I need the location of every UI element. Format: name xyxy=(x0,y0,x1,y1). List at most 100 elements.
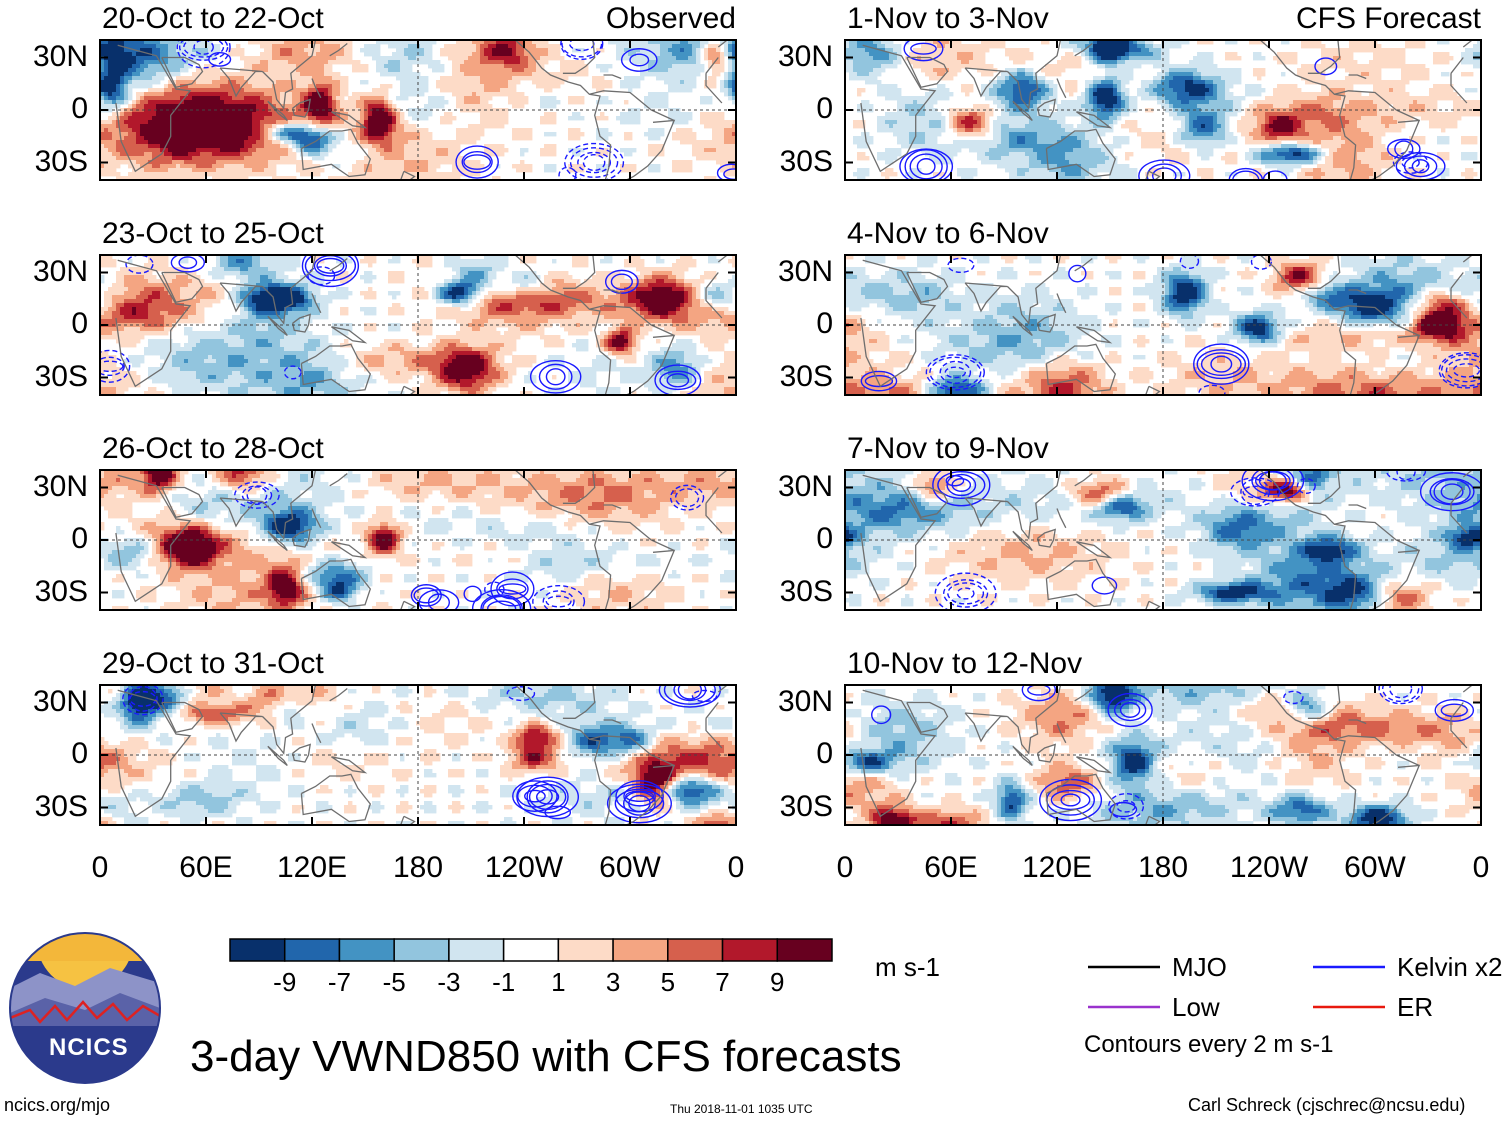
y-tick-label: 30S xyxy=(18,791,88,822)
vwnd-shading xyxy=(845,255,1481,395)
coastlines xyxy=(860,685,1473,825)
wave-contours xyxy=(932,470,1481,610)
logo-wordmark: NCICS xyxy=(49,1034,129,1062)
colorbar-swatch xyxy=(667,938,724,962)
y-tick-label: 0 xyxy=(18,94,88,124)
contour-interval-note: Contours every 2 m s-1 xyxy=(1084,1032,1333,1058)
colorbar-tick-label: -7 xyxy=(328,969,351,995)
y-tick-label: 0 xyxy=(18,524,88,554)
x-tick-label: 60W xyxy=(599,853,661,883)
panel-period-title: 29-Oct to 31-Oct xyxy=(102,649,324,679)
colorbar-tick-label: 7 xyxy=(715,969,729,995)
y-tick-label: 30N xyxy=(18,686,88,717)
legend-label: Kelvin x2 xyxy=(1397,954,1503,980)
x-tick-label: 0 xyxy=(728,853,745,883)
coastlines xyxy=(860,40,1473,180)
y-tick-label: 0 xyxy=(763,94,833,124)
x-tick-label: 120W xyxy=(1230,853,1308,883)
wave-contours xyxy=(234,481,705,610)
x-tick-label: 120W xyxy=(485,853,563,883)
colorbar-swatch xyxy=(557,938,614,962)
y-tick-label: 30S xyxy=(763,576,833,607)
coastlines xyxy=(115,685,728,825)
coastlines xyxy=(860,255,1473,395)
colorbar-swatch xyxy=(502,938,560,962)
y-tick-label: 30N xyxy=(763,41,833,72)
legend-label: MJO xyxy=(1172,954,1227,980)
coastlines xyxy=(115,255,728,395)
y-tick-label: 0 xyxy=(763,524,833,554)
coastlines xyxy=(115,470,728,610)
vwnd-shading xyxy=(100,40,736,180)
panel-period-title: 23-Oct to 25-Oct xyxy=(102,219,324,249)
y-tick-label: 30S xyxy=(763,146,833,177)
wave-contours xyxy=(871,685,1475,822)
figure-title: 3-day VWND850 with CFS forecasts xyxy=(190,1034,902,1080)
y-tick-label: 30S xyxy=(18,361,88,392)
colorbar-tick-label: 3 xyxy=(606,969,620,995)
panel xyxy=(844,254,1482,396)
y-tick-label: 0 xyxy=(18,309,88,339)
panel xyxy=(844,469,1482,611)
colorbar-tick-label: -5 xyxy=(383,969,406,995)
vwnd-shading xyxy=(845,470,1481,610)
y-tick-label: 0 xyxy=(18,739,88,769)
timestamp: Thu 2018-11-01 1035 UTC xyxy=(670,1100,813,1118)
colorbar-swatch xyxy=(721,938,779,962)
x-tick-label: 60E xyxy=(179,853,232,883)
x-tick-label: 120E xyxy=(1022,853,1092,883)
x-tick-label: 60E xyxy=(924,853,977,883)
y-tick-label: 30S xyxy=(763,361,833,392)
panel xyxy=(99,39,737,181)
panel-period-title: 10-Nov to 12-Nov xyxy=(847,649,1082,679)
y-tick-label: 30S xyxy=(763,791,833,822)
colorbar-swatch xyxy=(612,938,669,962)
x-tick-label: 120E xyxy=(277,853,347,883)
y-tick-label: 30S xyxy=(18,576,88,607)
colorbar-tick-label: 9 xyxy=(770,969,784,995)
colorbar-tick-label: 1 xyxy=(551,969,565,995)
panel xyxy=(99,684,737,826)
author-credit: Carl Schreck (cjschrec@ncsu.edu) xyxy=(1188,1096,1465,1114)
panel-source-label: CFS Forecast xyxy=(1296,4,1481,34)
panel xyxy=(99,469,737,611)
wave-contours xyxy=(100,255,702,395)
colorbar-tick-label: -9 xyxy=(273,969,296,995)
colorbar-tick-label: 5 xyxy=(661,969,675,995)
coastlines xyxy=(115,40,728,180)
x-tick-label: 0 xyxy=(1473,853,1490,883)
colorbar-swatch xyxy=(283,938,341,962)
x-tick-label: 0 xyxy=(92,853,109,883)
y-tick-label: 0 xyxy=(763,309,833,339)
legend-layer xyxy=(1088,965,1385,1009)
vwnd-shading xyxy=(100,470,736,610)
panels-layer xyxy=(99,39,1482,826)
y-tick-label: 30N xyxy=(763,256,833,287)
y-tick-label: 30N xyxy=(763,471,833,502)
website-link[interactable]: ncics.org/mjo xyxy=(4,1096,110,1114)
y-tick-label: 30N xyxy=(18,256,88,287)
colorbar-swatch xyxy=(393,938,450,962)
y-tick-label: 30N xyxy=(18,41,88,72)
wave-contours xyxy=(860,255,1481,395)
wave-contours xyxy=(899,40,1446,180)
colorbar-units: m s-1 xyxy=(875,954,940,980)
coastlines xyxy=(860,470,1473,610)
colorbar-layer xyxy=(229,938,833,962)
legend-label: ER xyxy=(1397,994,1433,1020)
wave-contours xyxy=(176,40,736,180)
y-tick-label: 30S xyxy=(18,146,88,177)
colorbar-swatch xyxy=(338,938,395,962)
panel-period-title: 7-Nov to 9-Nov xyxy=(847,434,1049,464)
x-tick-label: 60W xyxy=(1344,853,1406,883)
panel-period-title: 1-Nov to 3-Nov xyxy=(847,4,1049,34)
colorbar-swatch xyxy=(448,938,505,962)
colorbar-swatch xyxy=(776,938,833,962)
legend-label: Low xyxy=(1172,994,1220,1020)
panel-period-title: 4-Nov to 6-Nov xyxy=(847,219,1049,249)
ncics-logo xyxy=(9,932,161,1084)
panel xyxy=(99,254,737,396)
colorbar-tick-label: -1 xyxy=(492,969,515,995)
y-tick-label: 30N xyxy=(763,686,833,717)
